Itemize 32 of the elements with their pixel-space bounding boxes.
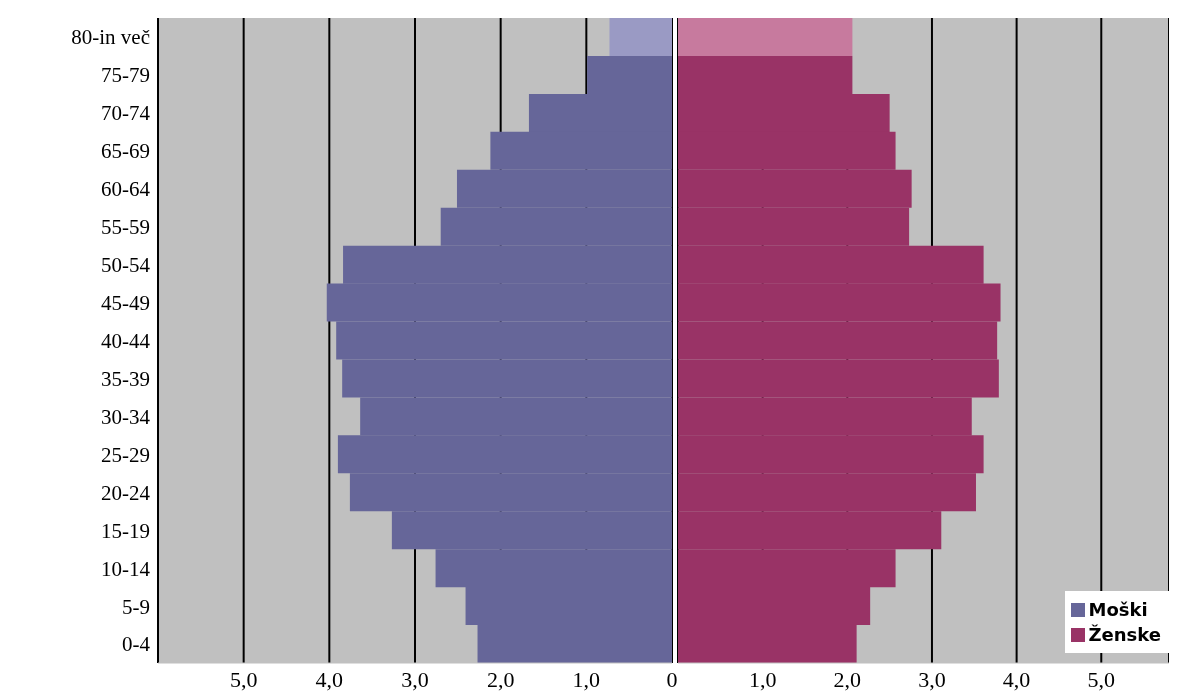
legend-label: Moški	[1088, 599, 1148, 620]
y-tick-label: 30-34	[101, 404, 151, 429]
x-tick-label: 2,0	[833, 666, 862, 692]
x-tick-label: 1,0	[748, 666, 777, 692]
x-tick-label: 1,0	[572, 666, 601, 692]
y-tick-label: 45-49	[101, 291, 150, 316]
y-tick-label: 80-in več	[71, 25, 150, 50]
x-tick-label: 0	[666, 666, 678, 692]
y-tick-label: 35-39	[101, 366, 150, 391]
y-tick-label: 15-19	[101, 518, 150, 543]
y-tick-label: 5-9	[122, 594, 150, 619]
y-tick-label: 0-4	[122, 632, 151, 657]
x-tick-label: 4,0	[315, 666, 344, 692]
bar	[609, 18, 672, 56]
x-tick-label: 3,0	[401, 666, 429, 692]
x-tick-label: 5,0	[229, 666, 258, 692]
y-tick-label: 20-24	[101, 480, 151, 505]
y-tick-label: 70-74	[101, 101, 151, 126]
x-tick-label: 4,0	[1002, 666, 1031, 692]
y-tick-label: 75-79	[101, 63, 150, 88]
x-tick-label: 2,0	[486, 666, 515, 692]
y-tick-label: 60-64	[101, 177, 151, 202]
x-tick-label: 3,0	[918, 666, 946, 692]
y-tick-label: 10-14	[101, 556, 151, 581]
y-tick-label: 40-44	[101, 328, 151, 353]
y-tick-label: 65-69	[101, 139, 150, 164]
legend-label: Ženske	[1088, 624, 1161, 645]
y-tick-label: 55-59	[101, 215, 150, 240]
y-tick-label: 25-29	[101, 442, 150, 467]
bar	[678, 18, 853, 56]
x-tick-label: 5,0	[1087, 666, 1116, 692]
y-tick-label: 50-54	[101, 253, 151, 278]
